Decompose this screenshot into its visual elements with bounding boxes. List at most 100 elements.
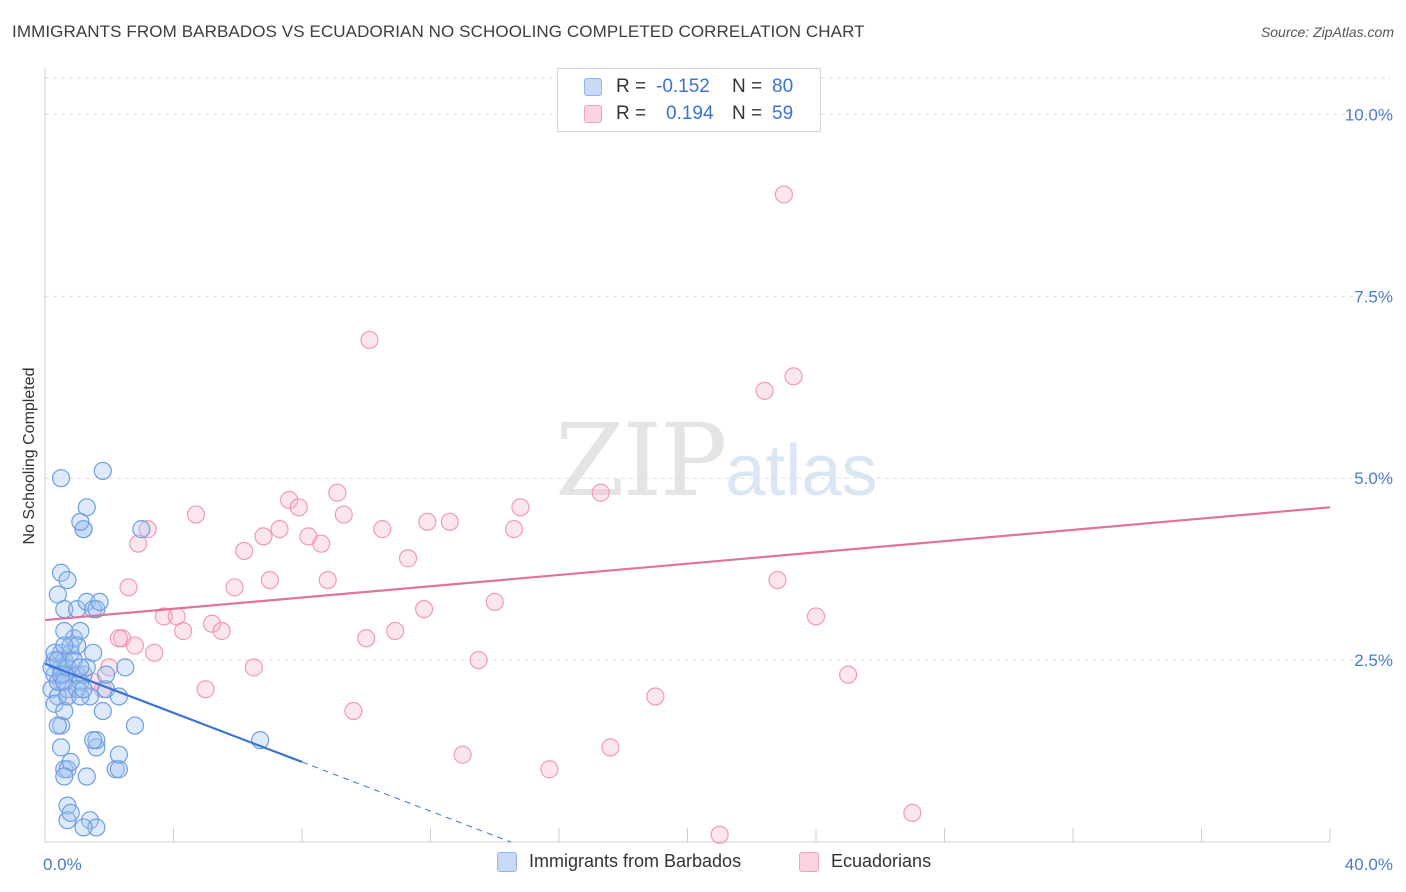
barbados-point (96, 665, 116, 684)
ecuadorians-point (469, 650, 488, 670)
barbados-point (58, 570, 77, 590)
ecuadorians-point (260, 570, 279, 590)
barbados-point (80, 687, 100, 706)
ecuadorians-point (504, 520, 524, 539)
barbados-trend-extension (301, 761, 511, 843)
barbados-point (93, 461, 112, 481)
legend-n-value: 59 (772, 103, 794, 124)
bottom-legend-ecuadorians: Ecuadorians (799, 851, 931, 872)
ecuadorians-point (511, 498, 530, 517)
ecuadorians-point (174, 621, 193, 641)
gridlines (45, 77, 1390, 661)
ecuadorians-point (373, 520, 392, 539)
barbados-point (77, 592, 96, 611)
barbados-point (68, 636, 87, 655)
barbados-point (55, 767, 74, 786)
ecuadorians-point (202, 614, 222, 633)
ecuadorians-point (280, 490, 299, 510)
y-tick-label: 2.5% (1354, 651, 1393, 670)
source-label: Source: ZipAtlas.com (1260, 24, 1394, 40)
ecuadorians-point (318, 570, 337, 590)
barbados-point (51, 738, 71, 757)
ecuadorians-point (784, 367, 803, 386)
ecuadorians-point (129, 534, 148, 553)
y-tick-label: 5.0% (1354, 469, 1393, 488)
ecuadorians-point (109, 629, 128, 648)
ecuadorians-point (145, 643, 164, 662)
legend-swatch-ecuadorians (584, 105, 602, 123)
legend-n-value: 80 (772, 76, 794, 97)
bottom-legend-barbados: Immigrants from Barbados (497, 851, 741, 872)
ecuadorians-point (138, 520, 157, 539)
y-axis-label: No Schooling Completed (21, 368, 38, 545)
legend-r-value: -0.152 (656, 76, 710, 97)
legend-n-label: N = (732, 103, 763, 124)
legend-r-value: 0.194 (666, 103, 714, 124)
ecuadorians-point (244, 658, 263, 677)
chart-title: IMMIGRANTS FROM BARBADOS VS ECUADORIAN N… (12, 22, 865, 41)
bottom-legend-swatch-barbados (497, 851, 517, 872)
barbados-trend-line (44, 662, 303, 763)
ecuadorians-point (774, 185, 793, 204)
ecuadorians-point (270, 520, 289, 539)
barbados-point (51, 563, 71, 582)
barbados-point (125, 716, 145, 735)
trend-lines (44, 506, 1331, 843)
ecuadorians-point (591, 483, 610, 502)
barbados-point (51, 469, 71, 488)
legend-n-label: N = (732, 76, 763, 97)
ecuadorians-point (357, 629, 376, 648)
ecuadorians-point (125, 636, 145, 655)
ecuadorians-point (903, 803, 922, 822)
ecuadorians-point (646, 687, 665, 706)
barbados-points (42, 461, 270, 837)
watermark: ZIPatlas (555, 402, 877, 519)
ecuadorians-point (540, 760, 559, 779)
x-tick-label: 0.0% (43, 855, 82, 874)
ecuadorians-point (601, 738, 620, 757)
ecuadorians-point (254, 527, 273, 546)
ecuadorians-point (418, 512, 437, 531)
ecuadorians-point (386, 621, 405, 641)
ecuadorians-point (235, 541, 254, 561)
bottom-legend-swatch-ecuadorians (799, 851, 819, 872)
barbados-point (71, 658, 90, 677)
ecuadorians-point (414, 600, 434, 619)
ecuadorians-point (119, 578, 138, 597)
ecuadorians-point (440, 512, 459, 531)
barbados-point (42, 658, 61, 677)
barbados-point (87, 818, 106, 837)
ecuadorians-point (289, 498, 308, 517)
ecuadorians-trend-line (44, 506, 1331, 622)
ecuadorians-point (225, 578, 244, 597)
bottom-legend-label-barbados: Immigrants from Barbados (529, 851, 742, 871)
ecuadorians-point (806, 607, 826, 626)
legend-r-label: R = (616, 76, 647, 97)
watermark-atlas: atlas (725, 431, 878, 511)
ecuadorians-point (453, 745, 472, 764)
barbados-point (58, 687, 77, 706)
ecuadorians-point (312, 534, 331, 553)
barbados-point (84, 643, 103, 662)
ecuadorians-point (768, 570, 787, 590)
barbados-point (109, 745, 128, 764)
barbados-point (80, 811, 100, 830)
barbados-point (132, 520, 151, 539)
ecuadorians-points (51, 185, 922, 844)
ecuadorians-point (755, 381, 774, 400)
ecuadorians-point (154, 607, 173, 626)
watermark-zip: ZIP (555, 402, 727, 519)
ecuadorians-point (328, 483, 347, 502)
barbados-point (74, 680, 93, 699)
ecuadorians-point (710, 825, 729, 844)
legend-r-label: R = (616, 103, 647, 124)
axes (44, 68, 1331, 843)
ecuadorians-point (196, 680, 215, 699)
x-tick-label: 40.0% (1345, 855, 1393, 874)
legend-row-ecuadorians: R = 0.194 N = 59 (584, 102, 793, 126)
ecuadorians-point (360, 330, 379, 350)
barbados-point (48, 716, 67, 735)
bottom-legend-label-ecuadorians: Ecuadorians (831, 851, 932, 871)
y-tick-label: 7.5% (1354, 287, 1393, 306)
